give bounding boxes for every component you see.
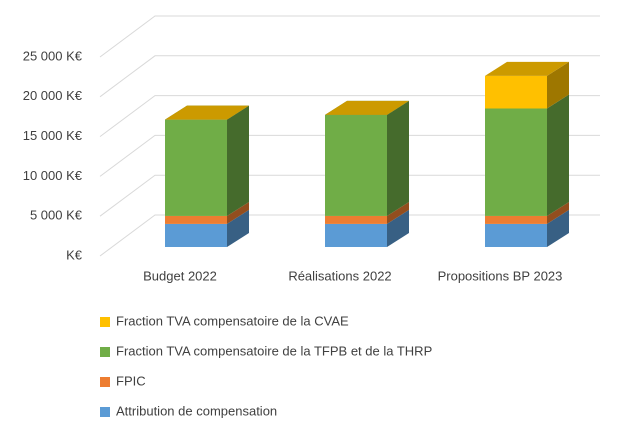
bar-front — [485, 108, 547, 216]
legend-label: FPIC — [116, 373, 146, 388]
legend-marker — [100, 377, 110, 387]
bar-front — [165, 223, 227, 247]
bar-side — [547, 201, 569, 224]
bar-side — [387, 201, 409, 224]
y-tick-label: 20 000 K€ — [23, 88, 83, 103]
bar-front — [325, 223, 387, 247]
y-tick-label: 10 000 K€ — [23, 168, 83, 183]
grid-line — [99, 55, 600, 98]
bar-top — [165, 105, 249, 120]
bar-side — [547, 209, 569, 247]
y-tick-label: 25 000 K€ — [23, 48, 83, 63]
bar-side — [227, 201, 249, 224]
y-tick-label: 15 000 K€ — [23, 128, 83, 143]
bar-side — [547, 94, 569, 216]
bar-side — [547, 61, 569, 109]
grid-line — [99, 95, 600, 138]
grid-line — [99, 214, 600, 257]
bar-front — [485, 75, 547, 109]
bar-front — [485, 215, 547, 224]
bar-side — [387, 100, 409, 216]
bar-front — [325, 114, 387, 216]
bar-side — [227, 105, 249, 216]
y-tick-label: K€ — [66, 247, 83, 262]
bar-top — [325, 100, 409, 115]
x-tick-label: Budget 2022 — [143, 268, 217, 283]
legend-label: Fraction TVA compensatoire de la CVAE — [116, 313, 349, 328]
bar-front — [165, 215, 227, 224]
legend-marker — [100, 407, 110, 417]
grid-line — [99, 15, 600, 58]
bar-top — [485, 61, 569, 76]
legend-marker — [100, 347, 110, 357]
bar-front — [165, 119, 227, 216]
legend-label: Fraction TVA compensatoire de la TFPB et… — [116, 343, 432, 358]
x-tick-label: Réalisations 2022 — [288, 268, 391, 283]
grid-line — [99, 134, 600, 177]
bar-front — [325, 215, 387, 224]
x-tick-label: Propositions BP 2023 — [438, 268, 563, 283]
bar-front — [485, 223, 547, 247]
bar-side — [387, 209, 409, 247]
legend-label: Attribution de compensation — [116, 403, 277, 418]
grid-line — [99, 174, 600, 217]
y-tick-label: 5 000 K€ — [30, 208, 83, 223]
legend-marker — [100, 317, 110, 327]
bar-side — [227, 209, 249, 247]
